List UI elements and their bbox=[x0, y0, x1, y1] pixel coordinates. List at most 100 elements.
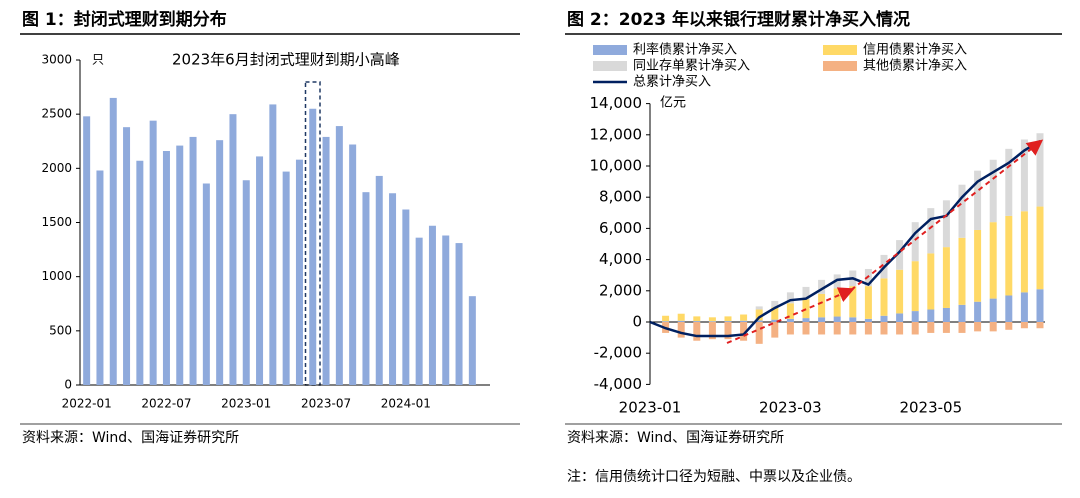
trend-arrow bbox=[726, 287, 855, 344]
bar-segment bbox=[849, 286, 857, 318]
bar-segment bbox=[833, 274, 841, 289]
bar bbox=[269, 104, 277, 386]
bar bbox=[295, 159, 303, 385]
bar-segment bbox=[911, 311, 919, 322]
x-tick-label: 2023-01 bbox=[221, 397, 271, 411]
bar-segment bbox=[864, 286, 872, 319]
chart-title: 图 1：封闭式理财到期分布 bbox=[22, 9, 227, 30]
bar-segment bbox=[911, 322, 919, 335]
bar bbox=[375, 175, 383, 385]
bar-segment bbox=[864, 322, 872, 335]
bar-segment bbox=[896, 269, 904, 314]
x-tick-label: 2023-03 bbox=[759, 399, 822, 417]
bar-segment bbox=[677, 313, 685, 321]
y-tick-label: 12,000 bbox=[590, 125, 643, 143]
y-tick-label: 0 bbox=[64, 378, 72, 392]
y-tick-label: 14,000 bbox=[590, 94, 643, 112]
y-tick-label: 2,000 bbox=[599, 281, 642, 299]
y-tick-label: 10,000 bbox=[590, 157, 643, 175]
legend-swatch bbox=[593, 45, 627, 55]
bar-segment bbox=[833, 288, 841, 317]
bar-segment bbox=[1036, 206, 1044, 290]
bar-segment bbox=[1005, 215, 1013, 296]
legend-swatch bbox=[593, 61, 627, 71]
x-tick-label: 2023-07 bbox=[301, 397, 351, 411]
bar bbox=[83, 116, 91, 385]
bar-segment bbox=[896, 313, 904, 322]
bar-segment bbox=[740, 320, 748, 322]
bar bbox=[136, 160, 144, 385]
bar-segment bbox=[880, 322, 888, 335]
bar-segment bbox=[974, 170, 982, 230]
bar-segment bbox=[911, 261, 919, 312]
bar bbox=[229, 114, 237, 386]
bar-segment bbox=[1036, 133, 1044, 207]
bar bbox=[402, 209, 410, 385]
bar-segment bbox=[1005, 148, 1013, 216]
bar-segment bbox=[927, 208, 935, 254]
bar bbox=[189, 136, 197, 385]
bar-segment bbox=[833, 322, 841, 335]
bar-segment bbox=[677, 320, 685, 322]
legend-label: 同业存单累计净买入 bbox=[633, 59, 750, 74]
source: 资料来源：Wind、国海证券研究所 bbox=[22, 430, 239, 446]
bar bbox=[389, 193, 397, 385]
trend-arrow bbox=[850, 139, 1044, 291]
bar-segment bbox=[927, 309, 935, 322]
legend-label: 利率债累计净买入 bbox=[633, 42, 737, 58]
y-tick-label: 2500 bbox=[41, 107, 72, 121]
bar-segment bbox=[958, 184, 966, 238]
bar-segment bbox=[989, 222, 997, 299]
bar-segment bbox=[693, 321, 701, 322]
bar-segment bbox=[880, 315, 888, 322]
bar-segment bbox=[786, 292, 794, 304]
bar-segment bbox=[724, 316, 732, 322]
legend-swatch bbox=[823, 45, 857, 55]
bar-segment bbox=[724, 321, 732, 322]
bar-segment bbox=[833, 316, 841, 322]
bar-segment bbox=[942, 200, 950, 248]
bar-segment bbox=[818, 279, 826, 294]
bar-segment bbox=[1020, 322, 1028, 329]
bar-segment bbox=[818, 317, 826, 322]
bar-segment bbox=[911, 222, 919, 262]
y-tick-label: 4,000 bbox=[599, 250, 642, 268]
bar-segment bbox=[662, 315, 670, 322]
y-tick-label: 2000 bbox=[41, 161, 72, 175]
line bbox=[649, 139, 1041, 338]
bar-segment bbox=[708, 322, 716, 340]
bar-segment bbox=[849, 317, 857, 322]
bar-segment bbox=[755, 309, 763, 321]
bar bbox=[468, 296, 476, 385]
x-tick-label: 2024-01 bbox=[381, 397, 431, 411]
bar-segment bbox=[1020, 211, 1028, 293]
bar-segment bbox=[786, 322, 794, 335]
bar-segment bbox=[786, 303, 794, 319]
bar bbox=[322, 136, 330, 385]
y-tick-label: 1500 bbox=[41, 215, 72, 229]
bar bbox=[309, 108, 317, 385]
bar-segment bbox=[802, 322, 810, 335]
bar bbox=[149, 120, 157, 386]
bar-segment bbox=[896, 240, 904, 270]
bar-segment bbox=[958, 322, 966, 333]
bar-segment bbox=[927, 253, 935, 310]
bar-segment bbox=[693, 316, 701, 322]
bar bbox=[109, 97, 117, 386]
bar-segment bbox=[771, 307, 779, 320]
legend-label: 其他债累计净买入 bbox=[863, 59, 967, 74]
bar-segment bbox=[1005, 322, 1013, 330]
annotation: 2023年6月封闭式理财到期小高峰 bbox=[172, 51, 400, 69]
bar-segment bbox=[662, 321, 670, 322]
y-tick-label: 0 bbox=[632, 313, 642, 331]
bar-segment bbox=[849, 322, 857, 335]
bar bbox=[123, 127, 131, 386]
bar-segment bbox=[755, 306, 763, 310]
bar-segment bbox=[818, 322, 826, 335]
bar-segment bbox=[974, 322, 982, 332]
bar-segment bbox=[740, 322, 748, 341]
bar bbox=[335, 126, 343, 385]
bar-segment bbox=[989, 322, 997, 332]
y-unit: 亿元 bbox=[660, 96, 686, 111]
y-tick-label: 8,000 bbox=[599, 188, 642, 206]
